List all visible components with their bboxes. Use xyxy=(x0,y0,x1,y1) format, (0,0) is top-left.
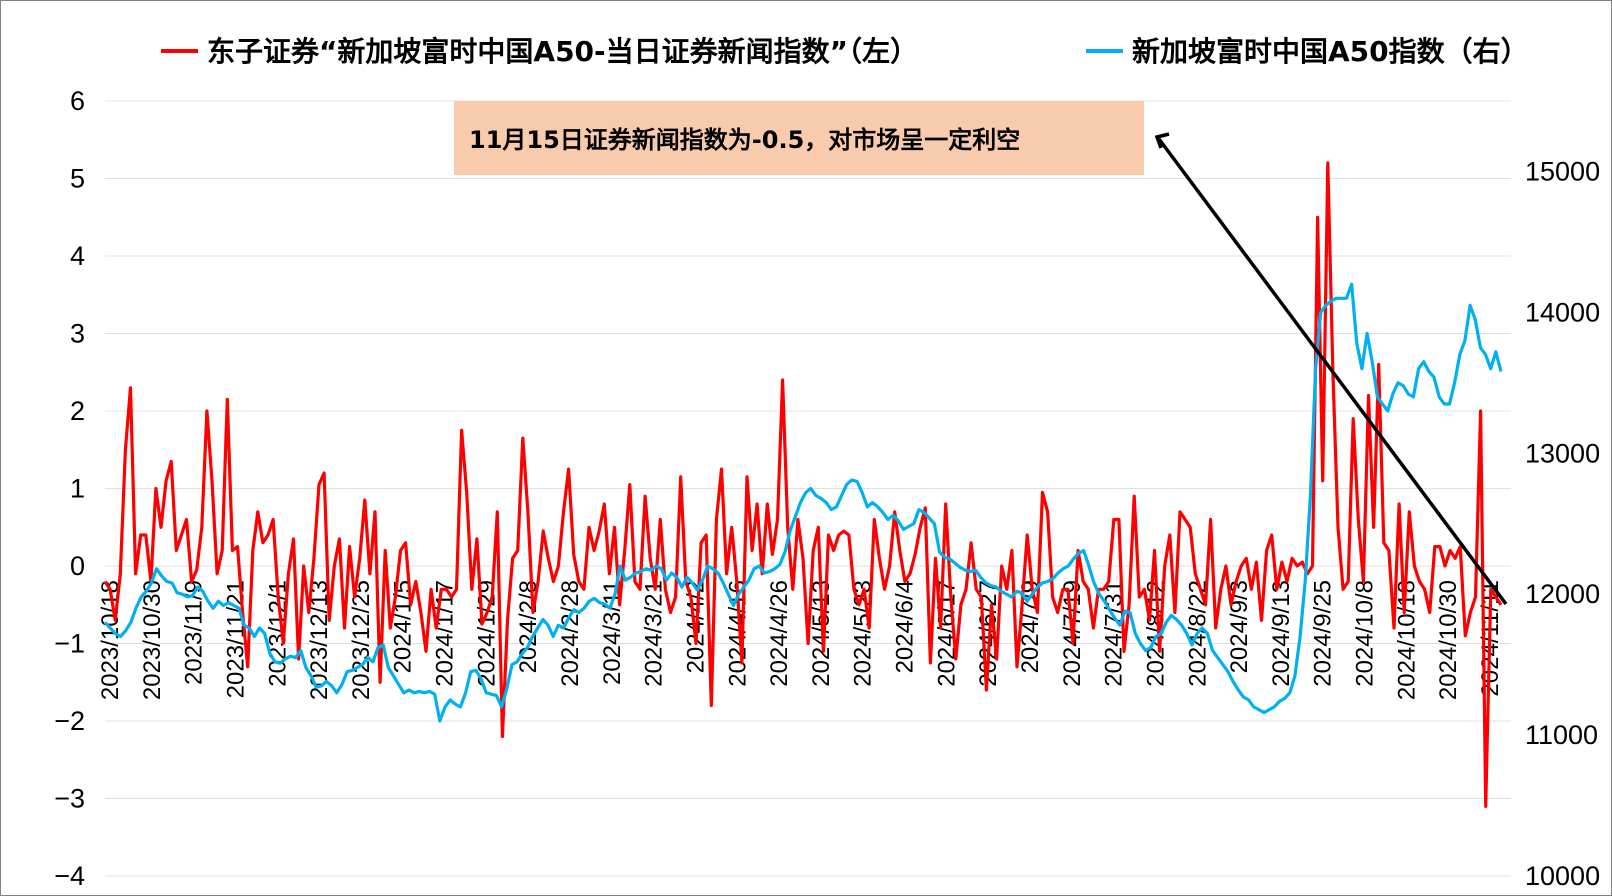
right-axis-tick-label: 15000 xyxy=(1525,156,1600,186)
right-axis-ticks: 10000 11000 12000 13000 14000 15000 xyxy=(1525,156,1600,891)
left-axis-tick-label: 6 xyxy=(70,86,85,116)
x-axis-tick-label: 2024/1/17 xyxy=(432,580,459,687)
series-line-a50-index xyxy=(103,282,1503,723)
right-axis-tick-label: 13000 xyxy=(1525,438,1600,468)
left-axis-tick-label: 3 xyxy=(70,319,85,349)
left-axis-tick-label: −1 xyxy=(54,629,85,659)
x-axis-tick-label: 2024/9/13 xyxy=(1268,580,1295,687)
right-axis-tick-label: 11000 xyxy=(1525,720,1598,750)
annotation-arrow-head xyxy=(1154,132,1170,149)
x-axis-tick-label: 2023/12/25 xyxy=(348,580,375,700)
right-axis-tick-label: 10000 xyxy=(1525,861,1600,891)
legend-label-right-series: 新加坡富时中国A50指数（右） xyxy=(1132,35,1529,68)
left-axis-tick-label: −2 xyxy=(54,706,85,736)
x-axis-tick-label: 2024/9/25 xyxy=(1310,580,1337,687)
x-axis-tick-label: 2024/1/29 xyxy=(473,580,500,687)
right-axis-tick-label: 12000 xyxy=(1525,579,1600,609)
left-axis-tick-label: −4 xyxy=(54,861,85,891)
series-layer xyxy=(103,161,1503,808)
annotation-box xyxy=(454,101,1144,175)
gridlines xyxy=(105,100,1511,877)
x-axis-tick-label: 2024/4/26 xyxy=(766,580,793,687)
legend: 东子证券“新加坡富时中国A50-当日证券新闻指数”（左） 新加坡富时中国A50指… xyxy=(161,35,1529,68)
x-axis-tick-label: 2024/10/18 xyxy=(1393,580,1420,700)
left-axis-tick-label: 0 xyxy=(70,551,85,581)
x-axis-tick-label: 2024/5/23 xyxy=(850,580,877,687)
left-axis-tick-label: 2 xyxy=(70,396,85,426)
x-axis-tick-label: 2024/6/4 xyxy=(892,580,919,673)
left-axis-tick-label: 4 xyxy=(70,241,85,271)
x-axis-tick-label: 2024/3/21 xyxy=(641,580,668,687)
legend-label-left-series: 东子证券“新加坡富时中国A50-当日证券新闻指数”（左） xyxy=(207,35,918,68)
left-axis-tick-label: 1 xyxy=(70,474,85,504)
right-axis-tick-label: 14000 xyxy=(1525,297,1600,327)
annotation-text: 11月15日证券新闻指数为-0.5，对市场呈一定利空 xyxy=(469,126,1020,154)
x-axis-tick-label: 2024/10/30 xyxy=(1435,580,1462,700)
x-axis-tick-labels: 2023/10/18 2023/10/30 2023/11/9 2023/11/21 2… xyxy=(97,580,1504,700)
left-axis-ticks: −4 −3 −2 −1 0 1 2 3 4 5 6 xyxy=(54,86,85,891)
x-axis-tick-label: 2023/10/30 xyxy=(139,580,166,700)
left-axis-tick-label: 5 xyxy=(70,164,85,194)
x-axis-tick-label: 2024/2/28 xyxy=(557,580,584,687)
left-axis-tick-label: −3 xyxy=(54,784,85,814)
annotation: 11月15日证券新闻指数为-0.5，对市场呈一定利空 xyxy=(454,101,1508,606)
annotation-arrow-line xyxy=(1157,137,1508,606)
x-axis-tick-label: 2024/10/8 xyxy=(1352,580,1379,687)
series-line-news-index xyxy=(103,161,1503,808)
